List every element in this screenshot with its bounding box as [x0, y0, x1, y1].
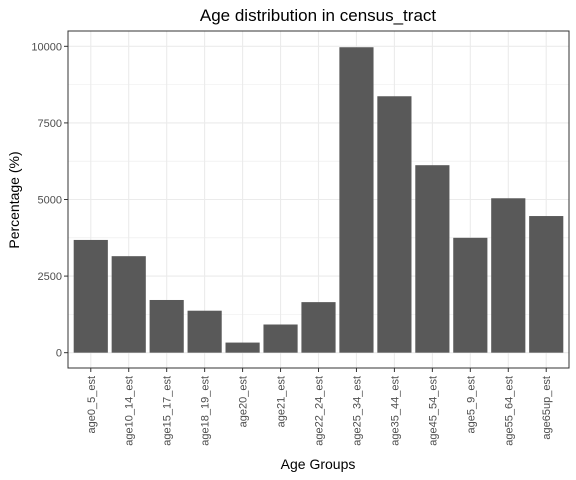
- x-tick-label: age15_17_est: [162, 376, 174, 446]
- bar-age55_64_est: [491, 198, 526, 353]
- x-tick-label: age35_44_est: [389, 376, 401, 446]
- x-tick-label: age21_est: [276, 376, 288, 427]
- x-tick-label: age20_est: [238, 376, 250, 427]
- x-tick-label: age22_24_est: [314, 376, 326, 446]
- x-tick-label: age10_14_est: [124, 376, 136, 446]
- bars: [73, 47, 564, 353]
- y-tick-label: 2500: [38, 271, 62, 283]
- x-tick-label: age0_5_est: [86, 376, 98, 434]
- y-tick-label: 5000: [38, 195, 62, 207]
- bar-age15_17_est: [149, 299, 184, 353]
- bar-age18_19_est: [187, 310, 222, 353]
- x-tick-label: age5_9_est: [465, 376, 477, 434]
- bar-age22_24_est: [301, 302, 336, 353]
- y-axis-title: Percentage (%): [6, 151, 22, 248]
- y-tick-label: 7500: [38, 118, 62, 130]
- bar-age25_34_est: [339, 47, 374, 353]
- bar-age21_est: [263, 324, 298, 353]
- bar-age65up_est: [529, 216, 564, 353]
- y-tick-label: 10000: [31, 41, 62, 53]
- y-tick-label: 0: [56, 348, 62, 360]
- x-tick-label: age65up_est: [541, 376, 553, 440]
- x-tick-label: age25_34_est: [351, 376, 363, 446]
- bar-age45_54_est: [415, 165, 450, 353]
- x-tick-label: age55_64_est: [503, 376, 515, 446]
- x-axis: age0_5_est age10_14_est age15_17_est age18_…: [86, 368, 553, 446]
- x-tick-label: age45_54_est: [427, 376, 439, 446]
- bar-age35_44_est: [377, 96, 412, 353]
- chart-title: Age distribution in census_tract: [200, 6, 437, 25]
- x-tick-label: age18_19_est: [200, 376, 212, 446]
- y-axis: 0 2500 5000 7500 10000: [31, 41, 68, 360]
- x-axis-title: Age Groups: [281, 456, 356, 472]
- bar-age5_9_est: [453, 237, 488, 353]
- bar-age20_est: [225, 342, 260, 353]
- bar-age10_14_est: [111, 256, 146, 353]
- bar-age0_5_est: [73, 239, 108, 353]
